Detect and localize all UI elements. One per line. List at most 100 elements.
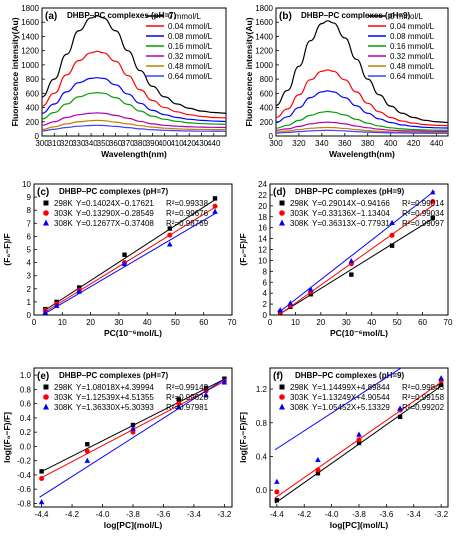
legend-label-4: 0.32 mmol/L	[168, 52, 213, 61]
legend-marker-1	[279, 210, 285, 216]
x-tick-label: -3.2	[434, 510, 448, 519]
x-tick-label: 360	[338, 139, 352, 148]
legend-equation-0: Y=1.08018X+4.39994	[76, 383, 154, 392]
panel-label: (c)	[37, 187, 49, 198]
y-tick-label: 7	[27, 219, 32, 228]
y-tick-label: 400	[26, 104, 40, 113]
x-tick-label: -3.6	[379, 510, 393, 519]
series-line-2	[42, 77, 226, 123]
y-tick-label: 2	[27, 285, 32, 294]
data-point	[85, 442, 90, 447]
y-axis-label: log[(F₀−F)/F]	[238, 412, 248, 463]
data-point	[348, 257, 355, 264]
y-tick-label: -0.4	[17, 471, 31, 480]
x-tick-label: -3.4	[407, 510, 421, 519]
y-tick-label: 0.4	[20, 414, 32, 423]
x-tick-label: -3.8	[352, 510, 366, 519]
y-tick-label: 1800	[255, 4, 273, 13]
legend-marker-2	[43, 219, 49, 226]
panel-title: DHBP–PC complexes (pH=7)	[59, 371, 168, 380]
legend-r2-0: R²=0.99142	[166, 383, 209, 392]
panel-title: DHBP–PC complexes (pH=7)	[59, 187, 168, 196]
series-line-3	[276, 110, 448, 131]
y-tick-label: 1000	[255, 61, 273, 70]
y-tick-label: -0.8	[17, 499, 31, 508]
data-point	[130, 422, 136, 428]
legend-label-2: 308K	[54, 219, 73, 228]
fit-line-1	[43, 205, 218, 314]
data-point	[212, 203, 218, 209]
data-point	[438, 382, 444, 388]
data-point	[315, 467, 321, 473]
data-point	[389, 243, 395, 248]
y-tick-label: 0.0	[20, 442, 32, 451]
x-tick-label: 300	[269, 139, 283, 148]
legend-marker-1	[279, 394, 285, 400]
x-tick-label: -4.0	[325, 510, 339, 519]
legend-equation-0: Y=0.14024X−0.17621	[76, 199, 154, 208]
data-point	[212, 196, 218, 201]
data-point	[84, 448, 90, 454]
panel-title: DHBP–PC complexes (pH=9)	[295, 187, 404, 196]
y-tick-label: -0.6	[17, 485, 31, 494]
x-tick-label: -4.2	[297, 510, 311, 519]
data-point	[430, 215, 435, 221]
legend-equation-0: Y=0.29014X−0.94166	[312, 199, 390, 208]
y-tick-label: 0.8	[20, 385, 32, 394]
legend-r2-2: R²=0.99097	[402, 219, 445, 228]
legend-label-0: 0 mmol/L	[390, 12, 423, 21]
panel-title: DHBP–PC complexes (pH=9)	[301, 11, 410, 20]
y-tick-label: 1200	[21, 47, 39, 56]
x-axis-label: Wavelength(nm)	[329, 149, 395, 159]
y-tick-label: 1600	[21, 18, 39, 27]
x-tick-label: 0	[268, 318, 273, 327]
legend-r2-0: R²=0.99014	[402, 199, 445, 208]
x-tick-label: -3.8	[126, 510, 140, 519]
legend-label-0: 298K	[54, 383, 73, 392]
legend-marker-2	[279, 403, 285, 410]
series-line-5	[276, 126, 448, 134]
y-tick-label: 1800	[21, 4, 39, 13]
legend-r2-2: R²=0.99202	[402, 403, 445, 412]
y-tick-label: 22	[258, 191, 267, 200]
data-point	[38, 499, 45, 505]
data-point	[397, 414, 403, 420]
legend-equation-0: Y=1.14499X+4.89844	[312, 383, 390, 392]
y-tick-label: 0.8	[256, 419, 268, 428]
legend-marker-2	[279, 219, 285, 226]
legend-label-2: 308K	[290, 219, 309, 228]
legend-equation-2: Y=1.36330X+5.30393	[76, 403, 154, 412]
y-tick-label: 6	[263, 278, 268, 287]
data-point	[274, 498, 280, 503]
x-tick-label: 20	[86, 318, 95, 327]
chart-panel-d: 0 10 20 30 40 50 60 70024681012141618202224PC(1…	[238, 180, 453, 338]
legend-label-0: 298K	[290, 383, 309, 392]
x-tick-label: 310	[48, 139, 62, 148]
panel-label: (a)	[45, 11, 57, 22]
legend-equation-2: Y=0.36313X−0.77931	[312, 219, 390, 228]
legend-marker-1	[43, 394, 49, 400]
x-tick-label: 40	[143, 318, 152, 327]
data-point	[176, 401, 182, 407]
legend-equation-1: Y=0.13290X−0.28549	[76, 209, 154, 218]
x-axis-label: log[PC](mol/L)	[330, 520, 389, 530]
legend-label-1: 303K	[290, 393, 309, 402]
plot-frame	[41, 7, 227, 137]
legend-r2-0: R²=0.99843	[402, 383, 445, 392]
y-tick-label: 14	[258, 235, 267, 244]
legend-r2-1: R²=0.99034	[402, 209, 445, 218]
x-tick-label: 380	[361, 139, 375, 148]
y-tick-label: 1	[27, 298, 32, 307]
legend-r2-1: R²=0.99628	[166, 393, 209, 402]
legend-r2-0: R²=0.99338	[166, 199, 209, 208]
y-tick-label: 600	[260, 89, 274, 98]
legend-label-6: 0.64 mmol/L	[168, 72, 213, 81]
legend-label-1: 303K	[290, 209, 309, 218]
y-tick-label: 6	[27, 232, 32, 241]
x-tick-label: 320	[60, 139, 74, 148]
series-line-6	[42, 124, 226, 132]
y-tick-label: 1000	[21, 61, 39, 70]
data-point	[176, 397, 181, 402]
legend-label-3: 0.16 mmol/L	[390, 42, 435, 51]
